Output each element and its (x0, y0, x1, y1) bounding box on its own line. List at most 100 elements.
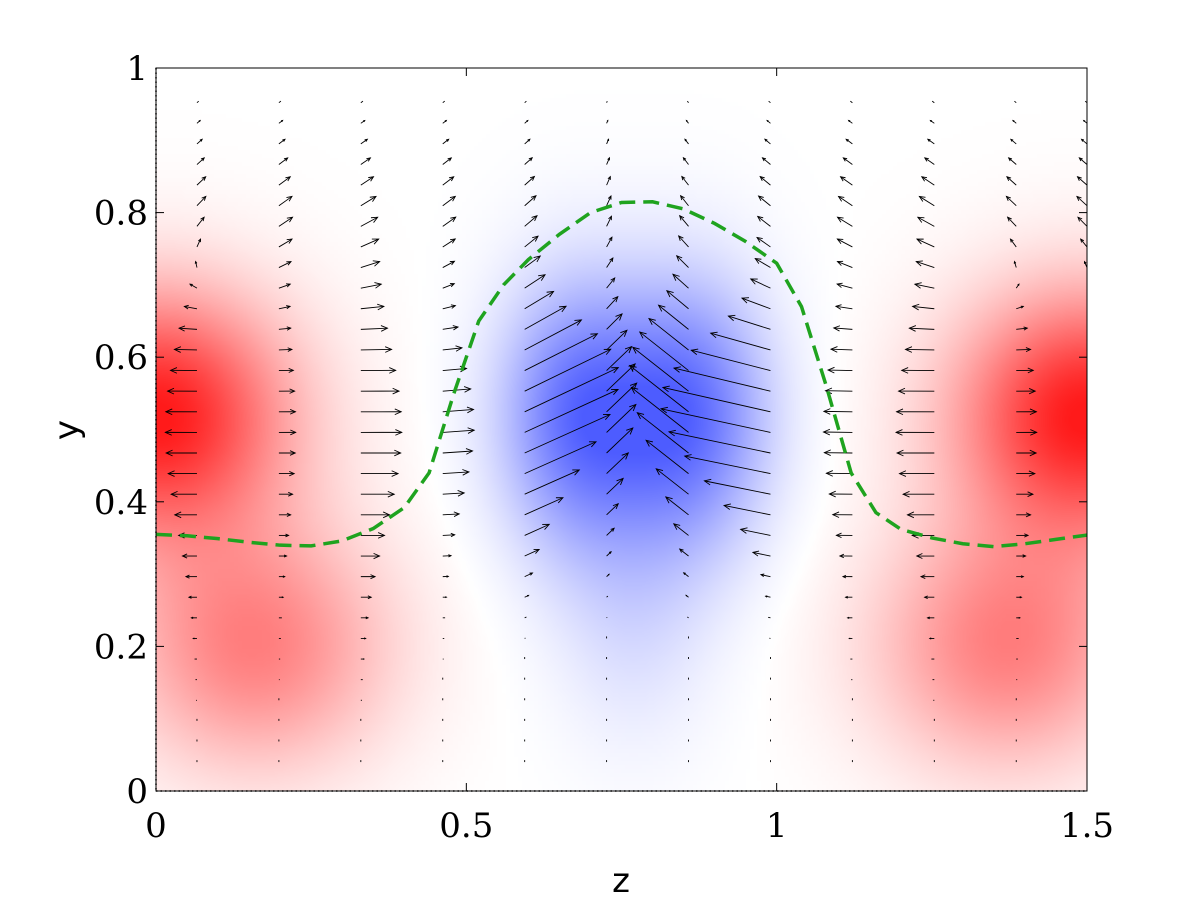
quiver-arrow (606, 427, 634, 454)
y-axis-ticks: 0 0.2 0.4 0.6 0.8 1 (94, 49, 1087, 812)
quiver-arrow (442, 532, 456, 538)
quiver-arrow (764, 138, 771, 145)
heatmap-field (156, 68, 1087, 791)
quiver-arrow (442, 138, 450, 145)
velocity-quiver (164, 100, 1097, 763)
quiver-arrow (524, 523, 551, 536)
quiver-arrow (926, 138, 935, 145)
quiver-arrow (1009, 238, 1017, 248)
quiver-arrow (194, 260, 198, 268)
quiver-arrow (687, 616, 689, 619)
quiver-arrow (847, 119, 853, 124)
quiver-arrow (838, 553, 853, 559)
quiver-arrow (360, 408, 403, 416)
quiver-arrow (278, 367, 295, 373)
quiver-arrow (524, 235, 539, 248)
quiver-arrow (442, 100, 445, 104)
quiver-arrow (1016, 388, 1037, 395)
quiver-arrow (524, 441, 598, 475)
quiver-arrow (360, 532, 386, 539)
quiver-arrow (278, 554, 288, 558)
quiver-arrow (682, 156, 689, 165)
quiver-arrow (835, 532, 853, 539)
quiver-arrow (628, 364, 689, 413)
quiver-arrow (739, 527, 771, 536)
quiver-arrow (360, 637, 367, 640)
quiver-arrow (524, 594, 530, 598)
quiver-arrow (606, 138, 610, 145)
quiver-arrow (196, 138, 203, 145)
quiver-arrow (606, 236, 613, 248)
quiver-arrow (751, 550, 771, 557)
quiver-arrow (524, 119, 529, 124)
quiver-arrow (845, 138, 853, 145)
quiver-arrow (684, 138, 689, 145)
quiver-arrow (360, 282, 383, 289)
quiver-arrow (524, 319, 583, 351)
quiver-arrow (360, 346, 393, 353)
x-tick-label: 1 (766, 806, 788, 846)
y-tick-label: 0.8 (94, 194, 148, 234)
quiver-arrow (278, 491, 294, 497)
quiver-arrow (173, 511, 197, 519)
quiver-arrow (606, 616, 608, 619)
quiver-arrow (915, 553, 935, 559)
quiver-arrow (442, 325, 460, 331)
quiver-arrow (524, 616, 527, 619)
quiver-arrow (442, 490, 466, 497)
quiver-arrow (630, 386, 689, 433)
quiver-arrow (919, 574, 935, 579)
quiver-arrow (1079, 238, 1087, 248)
quiver-arrow (898, 470, 935, 477)
quiver-arrow (645, 439, 689, 474)
quiver-arrow (524, 157, 534, 165)
y-axis-label: y (47, 420, 87, 440)
quiver-arrow (360, 260, 381, 268)
quiver-arrow (442, 260, 456, 268)
quiver-arrow (606, 595, 609, 598)
quiver-arrow (1016, 347, 1032, 353)
quiver-arrow (360, 429, 403, 436)
quiver-arrow (278, 512, 292, 517)
quiver-arrow (187, 595, 197, 599)
quiver-arrow (278, 216, 294, 227)
quiver-arrow (928, 637, 935, 640)
quiver-arrow (678, 548, 689, 557)
quiver-arrow (278, 283, 292, 289)
quiver-arrow (1016, 367, 1035, 374)
quiver-arrow (442, 575, 450, 578)
quiver-arrow (672, 366, 771, 392)
quiver-arrow (278, 596, 285, 599)
quiver-arrow (360, 195, 377, 207)
quiver-arrow (666, 290, 689, 310)
quiver-arrow (685, 594, 689, 598)
quiver-arrow (278, 119, 284, 124)
quiver-arrow (1076, 176, 1087, 186)
quiver-arrow (826, 366, 853, 374)
quiver-arrow (196, 195, 207, 207)
quiver-arrow (1016, 491, 1035, 497)
quiver-arrow (657, 304, 689, 330)
quiver-arrow (690, 348, 771, 372)
quiver-arrow (1086, 370, 1087, 371)
quiver-arrow (740, 297, 771, 310)
quiver-arrow (442, 596, 448, 599)
quiver-arrow (1016, 470, 1036, 477)
quiver-arrow (524, 497, 564, 516)
quiver-arrow (749, 278, 771, 289)
quiver-arrow (757, 195, 771, 207)
quiver-arrow (1087, 534, 1097, 537)
quiver-arrow (1086, 308, 1087, 309)
quiver-arrow (655, 468, 689, 495)
quiver-arrow (822, 428, 853, 436)
quiver-arrow (278, 138, 286, 145)
quiver-arrow (442, 283, 456, 289)
quiver-arrow (1086, 493, 1087, 495)
quiver-arrow (190, 616, 197, 620)
quiver-arrow (183, 304, 198, 310)
quiver-arrow (836, 238, 853, 248)
quiver-arrow (360, 387, 401, 395)
quiver-arrow (926, 616, 935, 620)
quiver-arrow (524, 367, 620, 413)
quiver-arrow (913, 282, 935, 289)
